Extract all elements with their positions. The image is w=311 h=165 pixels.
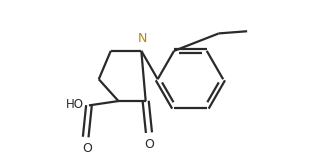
Text: O: O [144,138,154,151]
Text: HO: HO [66,98,84,111]
Text: O: O [82,143,92,155]
Text: N: N [137,32,147,45]
